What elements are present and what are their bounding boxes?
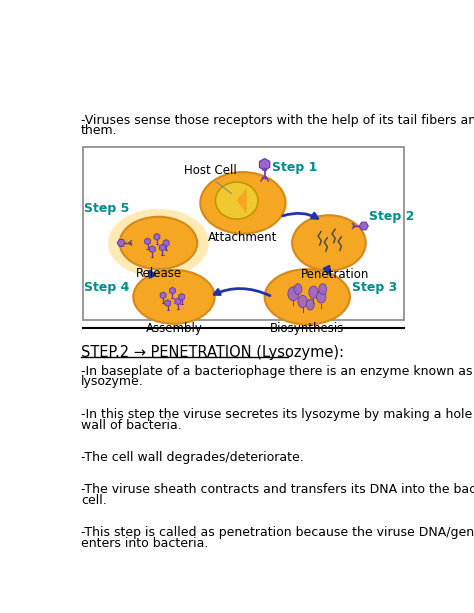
Ellipse shape [201,172,285,234]
Polygon shape [259,159,270,170]
Polygon shape [149,246,155,253]
Polygon shape [359,222,368,230]
FancyArrowPatch shape [324,266,330,275]
FancyBboxPatch shape [82,147,404,320]
Text: Attachment: Attachment [208,232,278,245]
Polygon shape [175,298,181,305]
Ellipse shape [215,182,258,219]
Polygon shape [163,240,169,246]
Polygon shape [169,287,175,294]
Ellipse shape [133,270,215,324]
Text: Step 1: Step 1 [273,161,318,173]
Text: Step 3: Step 3 [352,281,398,294]
Ellipse shape [298,295,307,308]
Polygon shape [263,177,267,179]
Polygon shape [145,238,151,245]
Text: wall of bacteria.: wall of bacteria. [81,419,182,432]
Ellipse shape [288,287,299,301]
Polygon shape [159,244,165,251]
Ellipse shape [319,284,327,295]
Polygon shape [179,294,185,300]
Ellipse shape [120,217,197,269]
Text: lysozyme.: lysozyme. [81,375,144,389]
Polygon shape [160,292,166,299]
Polygon shape [117,240,125,246]
Text: Step 4: Step 4 [84,281,129,294]
Text: Host Cell: Host Cell [184,164,237,177]
Text: Release: Release [136,267,182,280]
Polygon shape [263,168,267,170]
FancyArrowPatch shape [283,213,318,218]
Text: Step 2: Step 2 [369,210,415,223]
Text: -The cell wall degrades/deteriorate.: -The cell wall degrades/deteriorate. [81,451,304,464]
Ellipse shape [292,215,366,271]
Text: cell.: cell. [81,494,107,507]
Polygon shape [154,234,160,240]
FancyArrowPatch shape [150,271,155,277]
Text: -In this step the viruse secretes its lysozyme by making a hole in the cell: -In this step the viruse secretes its ly… [81,408,474,421]
FancyArrowPatch shape [214,289,270,295]
Text: Assembly: Assembly [146,321,202,335]
Ellipse shape [108,209,209,277]
Text: Biosynthesis: Biosynthesis [270,322,345,335]
Text: Step 5: Step 5 [84,202,129,215]
Text: them.: them. [81,124,118,137]
Text: -In baseplate of a bacteriophage there is an enzyme known as: -In baseplate of a bacteriophage there i… [81,365,473,378]
Ellipse shape [294,284,302,295]
Ellipse shape [309,286,318,299]
Polygon shape [165,300,171,306]
Text: -Viruses sense those receptors with the help of its tail fibers and attack: -Viruses sense those receptors with the … [81,113,474,127]
Polygon shape [237,188,247,214]
Text: -This step is called as penetration because the viruse DNA/genome: -This step is called as penetration beca… [81,527,474,539]
Text: STEP.2 → PENETRATION (Lysozyme):: STEP.2 → PENETRATION (Lysozyme): [81,345,344,360]
Text: enters into bacteria.: enters into bacteria. [81,537,209,550]
Ellipse shape [264,269,350,324]
Text: -The viruse sheath contracts and transfers its DNA into the bacterial: -The viruse sheath contracts and transfe… [81,483,474,496]
Ellipse shape [317,291,326,303]
Text: Penetration: Penetration [301,268,369,281]
Ellipse shape [307,299,314,310]
